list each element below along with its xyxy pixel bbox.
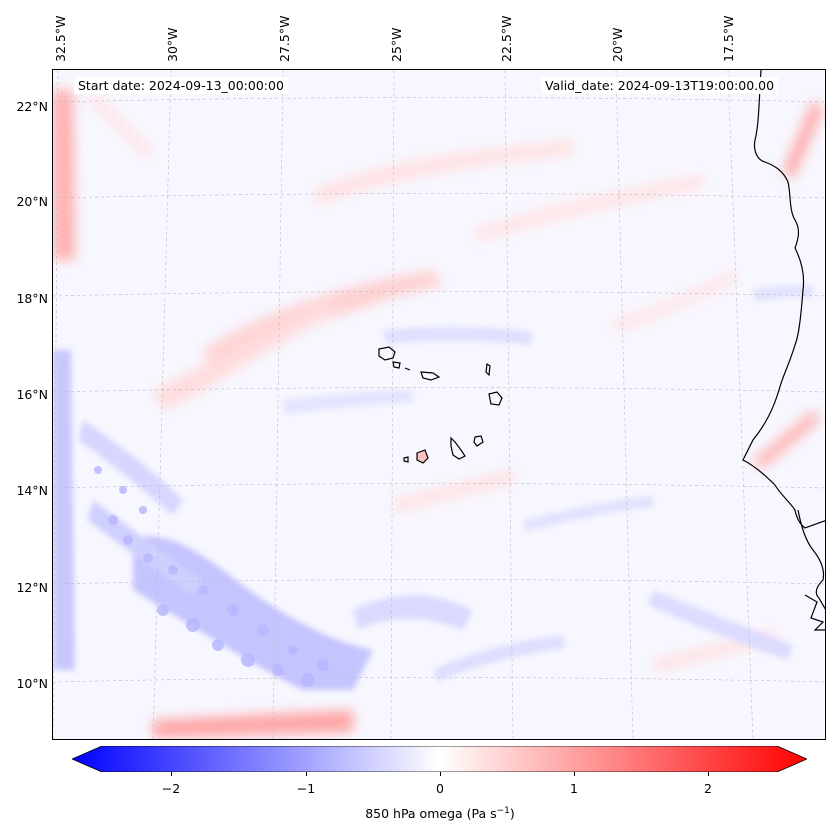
colorbar-tick-1: 1 xyxy=(570,781,578,796)
lat-label-12n: 12°N xyxy=(16,580,48,595)
lat-label-16n: 16°N xyxy=(16,387,48,402)
lon-label-32-5w: 32.5°W xyxy=(53,15,68,62)
lat-label-20n: 20°N xyxy=(16,194,48,209)
lat-label-22n: 22°N xyxy=(16,99,48,114)
lon-label-22-5w: 22.5°W xyxy=(499,15,514,62)
gridlines xyxy=(53,70,825,739)
senegal-coast xyxy=(797,509,825,610)
lon-label-25w: 25°W xyxy=(389,27,404,62)
lat-label-18n: 18°N xyxy=(16,291,48,306)
negative-omega-regions xyxy=(53,285,813,690)
colorbar-tick-0: 0 xyxy=(436,781,444,796)
colorbar-label: 850 hPa omega (Pa s−1) xyxy=(365,806,515,822)
sw-noise-blobs xyxy=(94,466,329,687)
start-date-label: Start date: 2024-09-13_00:00:00 xyxy=(74,77,288,94)
cape-verde-islands xyxy=(378,346,503,464)
omega-field-map xyxy=(53,70,825,739)
map-plot-area[interactable] xyxy=(52,69,826,740)
colorbar-tick-m1: −1 xyxy=(296,781,316,796)
colorbar-tick-mark-0 xyxy=(440,772,441,776)
lon-label-27-5w: 27.5°W xyxy=(277,15,292,62)
colorbar-tick-mark-1 xyxy=(574,772,575,776)
lat-label-14n: 14°N xyxy=(16,483,48,498)
colorbar-tick-mark-2 xyxy=(708,772,709,776)
colorbar-gradient xyxy=(72,746,807,772)
lon-label-30w: 30°W xyxy=(165,27,180,62)
colorbar-tick-m2: −2 xyxy=(161,781,181,796)
colorbar-tick-2: 2 xyxy=(704,781,712,796)
colorbar-tick-mark-m1 xyxy=(306,772,307,776)
colorbar xyxy=(72,746,807,772)
lon-label-17-5w: 17.5°W xyxy=(721,15,736,62)
lat-label-10n: 10°N xyxy=(16,676,48,691)
africa-coastline xyxy=(742,70,825,529)
guinea-coast xyxy=(804,594,825,631)
colorbar-tick-mark-m2 xyxy=(171,772,172,776)
valid-date-label: Valid_date: 2024-09-13T19:00:00.00 xyxy=(541,77,779,94)
lon-label-20w: 20°W xyxy=(610,27,625,62)
